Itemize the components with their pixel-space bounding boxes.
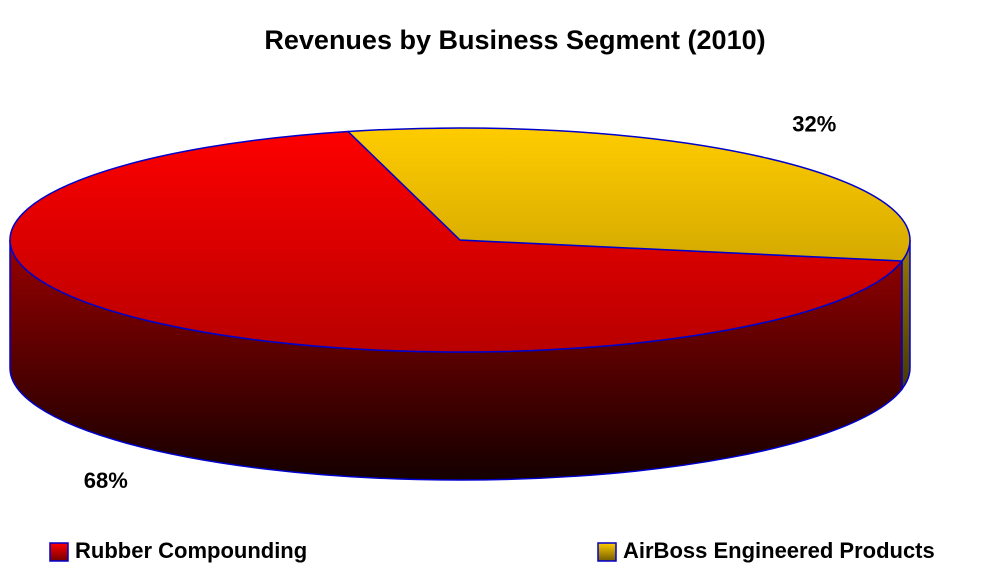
slice bbox=[347, 127, 911, 262]
legend-label: Rubber Compounding bbox=[75, 538, 307, 563]
legend-swatch bbox=[597, 542, 617, 562]
slice bbox=[9, 130, 903, 353]
chart-title: Revenues by Business Segment (2010) bbox=[264, 25, 765, 55]
value-label: 32% bbox=[792, 112, 836, 137]
legend-label: AirBoss Engineered Products bbox=[623, 538, 935, 563]
value-label: 68% bbox=[84, 468, 128, 493]
legend-swatch bbox=[49, 542, 69, 562]
slice-side bbox=[901, 239, 911, 392]
